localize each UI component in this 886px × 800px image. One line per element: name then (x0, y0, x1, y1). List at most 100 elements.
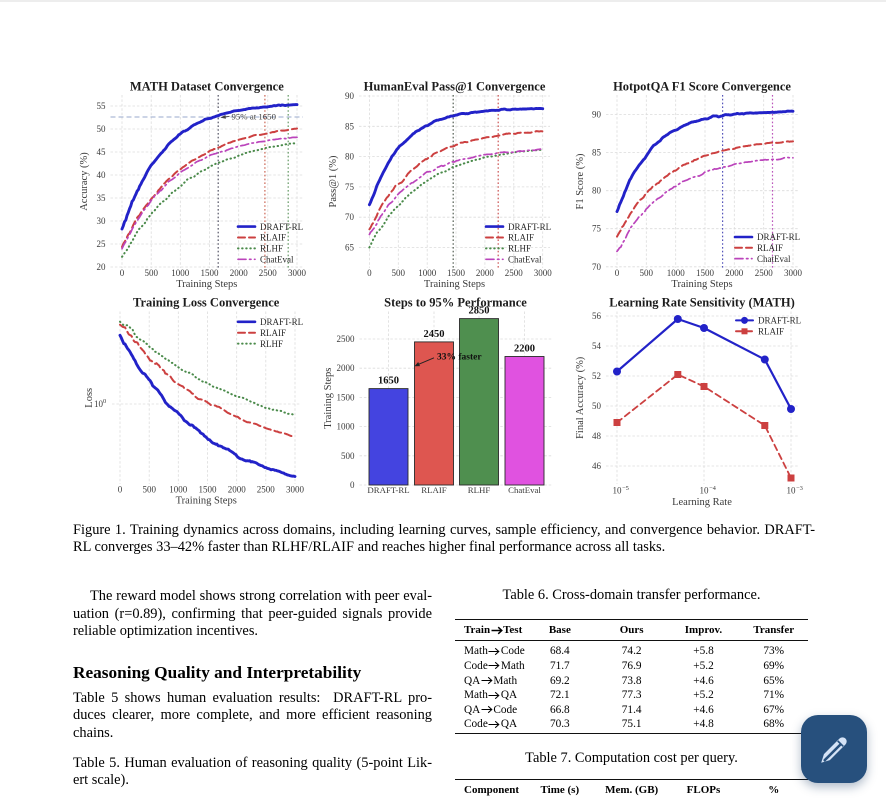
svg-text:52: 52 (592, 371, 601, 381)
svg-text:RLAIF: RLAIF (260, 233, 286, 243)
svg-text:2500: 2500 (337, 334, 356, 344)
svg-text:65: 65 (345, 243, 355, 253)
svg-text:1500: 1500 (199, 485, 218, 495)
svg-text:−5: −5 (622, 485, 629, 492)
svg-text:46: 46 (592, 461, 602, 471)
svg-text:3000: 3000 (534, 268, 553, 278)
svg-text:2500: 2500 (505, 268, 524, 278)
svg-text:2500: 2500 (257, 485, 276, 495)
svg-text:10: 10 (94, 399, 104, 409)
svg-text:0: 0 (367, 268, 372, 278)
svg-text:ChatEval: ChatEval (757, 254, 791, 264)
svg-text:95% at 1650: 95% at 1650 (232, 112, 277, 122)
svg-text:2000: 2000 (337, 363, 356, 373)
svg-text:50: 50 (592, 401, 602, 411)
svg-text:50: 50 (97, 124, 107, 134)
svg-text:Steps to 95% Performance: Steps to 95% Performance (384, 296, 527, 310)
svg-text:35: 35 (97, 193, 107, 203)
svg-text:Training Steps: Training Steps (176, 279, 237, 290)
svg-text:80: 80 (592, 186, 602, 196)
svg-text:ChatEval: ChatEval (508, 485, 541, 495)
svg-text:1000: 1000 (418, 268, 437, 278)
svg-text:RLAIF: RLAIF (757, 243, 783, 253)
svg-text:10: 10 (613, 486, 623, 496)
svg-text:Loss: Loss (84, 388, 95, 408)
svg-text:90: 90 (345, 91, 355, 101)
svg-text:40: 40 (97, 170, 107, 180)
svg-text:Training Steps: Training Steps (424, 279, 485, 290)
svg-text:3000: 3000 (784, 268, 803, 278)
svg-text:ChatEval: ChatEval (260, 255, 294, 265)
svg-text:Pass@1 (%): Pass@1 (%) (328, 155, 339, 207)
svg-text:75: 75 (345, 182, 355, 192)
svg-text:RLHF: RLHF (468, 485, 491, 495)
svg-text:55: 55 (97, 101, 107, 111)
svg-text:RLAIF: RLAIF (421, 485, 447, 495)
svg-text:500: 500 (144, 268, 158, 278)
svg-text:90: 90 (592, 110, 602, 120)
svg-text:10: 10 (787, 486, 797, 496)
svg-text:Learning Rate: Learning Rate (672, 497, 732, 508)
svg-text:500: 500 (392, 268, 406, 278)
svg-text:RLHF: RLHF (260, 244, 283, 254)
svg-text:DRAFT-RL: DRAFT-RL (508, 222, 551, 232)
svg-text:85: 85 (592, 148, 602, 158)
svg-text:Training Steps: Training Steps (176, 496, 237, 507)
svg-text:DRAFT-RL: DRAFT-RL (260, 317, 303, 327)
svg-text:2850: 2850 (469, 306, 490, 317)
svg-text:45: 45 (97, 147, 107, 157)
svg-text:RLHF: RLHF (260, 339, 283, 349)
svg-text:1000: 1000 (337, 422, 356, 432)
svg-text:MATH Dataset Convergence: MATH Dataset Convergence (130, 80, 284, 94)
svg-text:2200: 2200 (514, 344, 535, 355)
svg-text:1500: 1500 (696, 268, 715, 278)
svg-text:0: 0 (350, 480, 355, 490)
svg-text:DRAFT-RL: DRAFT-RL (758, 316, 801, 326)
svg-text:Training Steps: Training Steps (323, 368, 334, 429)
svg-text:F1 Score (%): F1 Score (%) (575, 153, 586, 209)
svg-text:Training Steps: Training Steps (671, 279, 732, 290)
svg-text:DRAFT-RL: DRAFT-RL (260, 222, 303, 232)
svg-text:85: 85 (345, 121, 355, 131)
svg-text:Learning Rate Sensitivity (MAT: Learning Rate Sensitivity (MATH) (609, 296, 795, 310)
svg-text:RLHF: RLHF (508, 244, 531, 254)
svg-text:2500: 2500 (755, 268, 774, 278)
svg-text:48: 48 (592, 431, 602, 441)
svg-text:25: 25 (97, 239, 107, 249)
svg-text:1000: 1000 (171, 268, 190, 278)
svg-text:70: 70 (345, 212, 355, 222)
svg-text:500: 500 (142, 485, 156, 495)
svg-text:1500: 1500 (447, 268, 466, 278)
svg-text:Accuracy (%): Accuracy (%) (79, 152, 90, 211)
svg-text:2000: 2000 (725, 268, 744, 278)
svg-text:Final Accuracy (%): Final Accuracy (%) (575, 356, 586, 439)
svg-text:10: 10 (700, 486, 710, 496)
svg-text:54: 54 (592, 341, 602, 351)
svg-text:2000: 2000 (230, 268, 249, 278)
svg-text:3000: 3000 (288, 268, 307, 278)
svg-text:500: 500 (341, 451, 355, 461)
svg-text:RLAIF: RLAIF (260, 328, 286, 338)
svg-text:500: 500 (640, 268, 654, 278)
svg-text:HumanEval Pass@1 Convergence: HumanEval Pass@1 Convergence (364, 80, 546, 94)
svg-text:DRAFT-RL: DRAFT-RL (367, 485, 409, 495)
svg-text:Training Loss Convergence: Training Loss Convergence (133, 296, 280, 310)
svg-text:0: 0 (120, 268, 125, 278)
svg-text:0: 0 (118, 485, 123, 495)
svg-text:0: 0 (103, 398, 106, 405)
svg-text:2000: 2000 (476, 268, 495, 278)
svg-text:2450: 2450 (424, 329, 445, 340)
svg-text:33% faster: 33% faster (437, 353, 482, 363)
svg-text:30: 30 (97, 216, 107, 226)
svg-text:2500: 2500 (259, 268, 278, 278)
svg-text:−3: −3 (796, 485, 803, 492)
svg-text:56: 56 (592, 311, 602, 321)
svg-text:3000: 3000 (286, 485, 305, 495)
svg-text:HotpotQA F1 Score Convergence: HotpotQA F1 Score Convergence (613, 80, 791, 94)
svg-text:−4: −4 (709, 485, 717, 492)
svg-text:20: 20 (97, 262, 107, 272)
svg-text:ChatEval: ChatEval (508, 255, 542, 265)
svg-text:DRAFT-RL: DRAFT-RL (757, 232, 800, 242)
svg-text:1000: 1000 (667, 268, 686, 278)
svg-text:70: 70 (592, 262, 602, 272)
